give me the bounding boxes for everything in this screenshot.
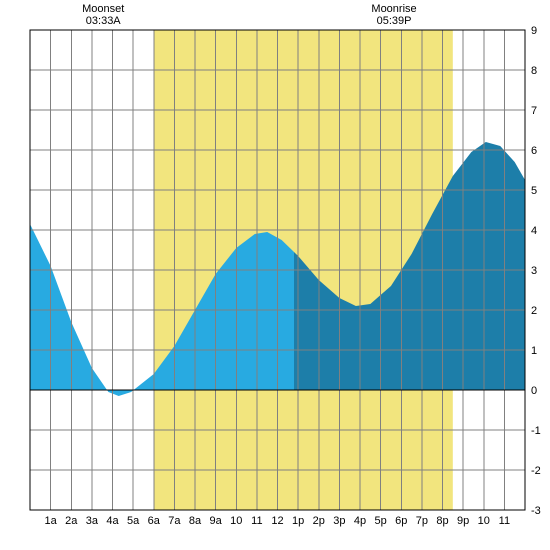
y-tick-label: 2 xyxy=(531,305,537,317)
x-tick-label: 10 xyxy=(478,515,490,527)
x-tick-label: 2a xyxy=(65,515,78,527)
x-tick-label: 7a xyxy=(168,515,181,527)
y-tick-label: 1 xyxy=(531,345,537,357)
x-tick-label: 3p xyxy=(333,515,345,527)
x-tick-label: 5a xyxy=(127,515,140,527)
y-tick-label: 4 xyxy=(531,225,537,237)
tide-chart: -3-2-101234567891a2a3a4a5a6a7a8a9a101112… xyxy=(0,0,550,550)
y-tick-label: 7 xyxy=(531,105,537,117)
x-tick-label: 11 xyxy=(499,515,510,527)
x-tick-label: 1a xyxy=(45,515,58,527)
x-tick-label: 8p xyxy=(436,515,448,527)
x-tick-label: 10 xyxy=(230,515,242,527)
y-tick-label: 6 xyxy=(531,145,537,157)
chart-svg: -3-2-101234567891a2a3a4a5a6a7a8a9a101112… xyxy=(0,0,550,550)
x-tick-label: 4a xyxy=(106,515,119,527)
x-tick-label: 6a xyxy=(148,515,161,527)
moonset-time: 03:33A xyxy=(86,15,122,27)
y-tick-label: 5 xyxy=(531,185,537,197)
y-tick-label: -3 xyxy=(531,505,541,517)
x-tick-label: 6p xyxy=(395,515,407,527)
y-tick-label: -1 xyxy=(531,425,541,437)
y-tick-label: 0 xyxy=(531,385,537,397)
x-tick-label: 1p xyxy=(292,515,304,527)
x-tick-label: 4p xyxy=(354,515,366,527)
x-tick-label: 11 xyxy=(251,515,262,527)
x-tick-label: 7p xyxy=(416,515,428,527)
x-tick-label: 9p xyxy=(457,515,469,527)
moonrise-title: Moonrise xyxy=(371,3,416,15)
x-tick-label: 12 xyxy=(271,515,283,527)
y-tick-label: 8 xyxy=(531,65,537,77)
moonset-title: Moonset xyxy=(82,3,124,15)
x-tick-label: 8a xyxy=(189,515,202,527)
y-tick-label: 3 xyxy=(531,265,537,277)
x-tick-label: 5p xyxy=(375,515,387,527)
moonrise-time: 05:39P xyxy=(377,15,412,27)
y-tick-label: -2 xyxy=(531,465,541,477)
x-tick-label: 2p xyxy=(313,515,325,527)
x-tick-label: 3a xyxy=(86,515,99,527)
y-tick-label: 9 xyxy=(531,25,537,37)
x-tick-label: 9a xyxy=(210,515,223,527)
